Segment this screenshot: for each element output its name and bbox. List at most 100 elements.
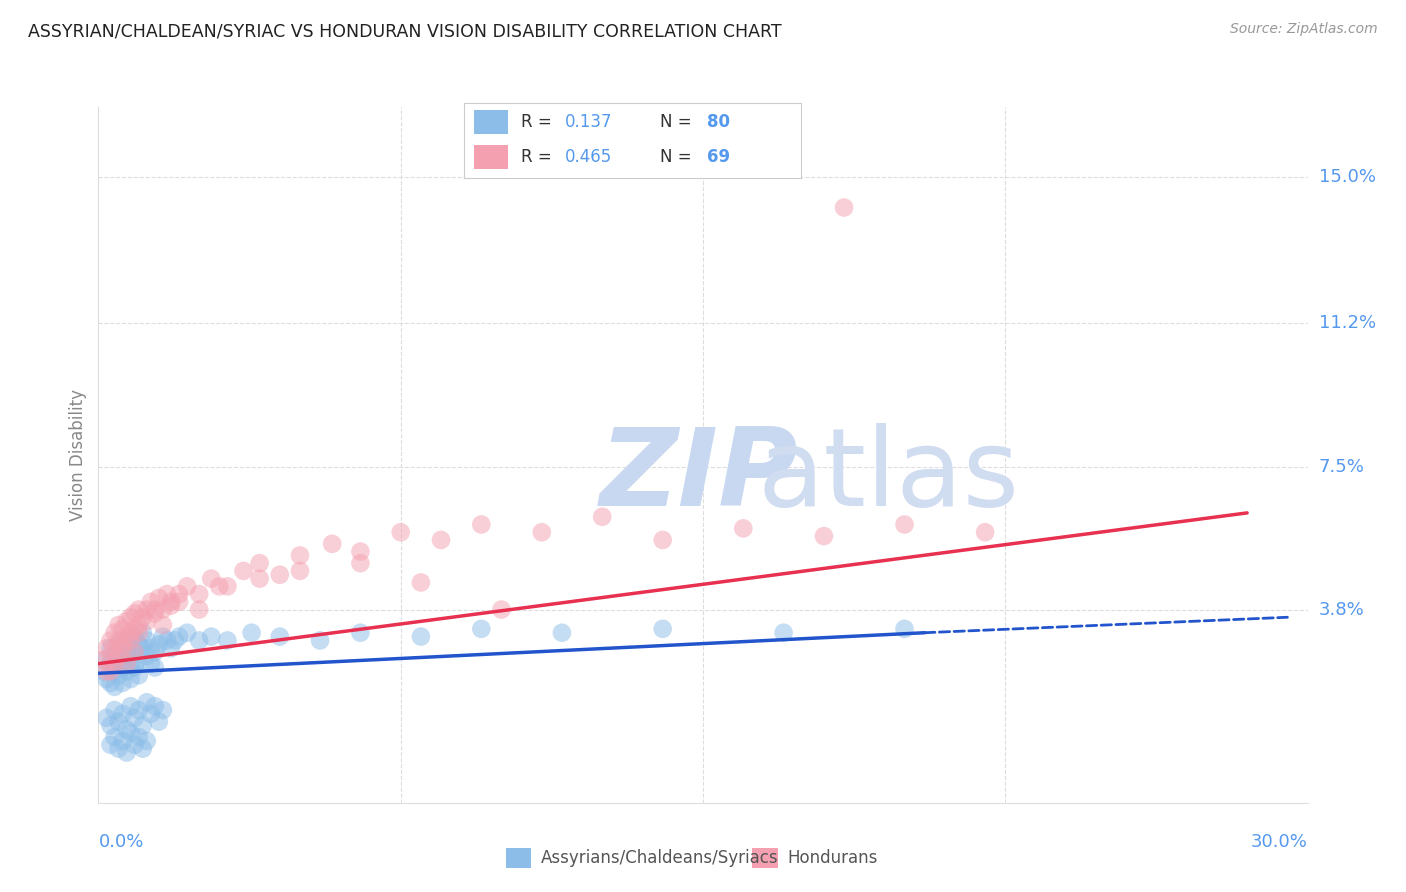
Point: [132, 741, 155, 756]
Point: [832, 201, 855, 215]
Y-axis label: Vision Disability: Vision Disability: [69, 389, 87, 521]
Point: [111, 660, 134, 674]
Point: [107, 668, 129, 682]
Point: [200, 572, 222, 586]
Point: [132, 641, 155, 656]
Point: [107, 618, 129, 632]
Point: [551, 625, 574, 640]
Point: [200, 630, 222, 644]
Point: [115, 630, 138, 644]
Point: [120, 657, 142, 671]
Point: [100, 648, 122, 663]
Point: [132, 718, 155, 732]
Point: [124, 711, 146, 725]
Point: [152, 703, 174, 717]
Point: [128, 653, 150, 667]
Point: [176, 579, 198, 593]
Point: [107, 633, 129, 648]
Point: [143, 699, 166, 714]
Point: [124, 660, 146, 674]
Point: [135, 633, 157, 648]
Point: [103, 648, 125, 663]
Point: [309, 633, 332, 648]
Point: [91, 665, 114, 679]
Point: [120, 672, 142, 686]
Point: [100, 665, 122, 679]
Point: [651, 533, 673, 547]
Point: [135, 614, 157, 628]
Point: [349, 556, 371, 570]
Point: [96, 672, 118, 686]
Point: [167, 630, 190, 644]
Point: [232, 564, 254, 578]
Point: [143, 607, 166, 621]
Point: [124, 630, 146, 644]
Point: [124, 607, 146, 621]
Point: [389, 525, 412, 540]
Point: [249, 556, 271, 570]
Point: [491, 602, 513, 616]
Point: [156, 633, 179, 648]
Point: [470, 517, 492, 532]
Point: [91, 653, 114, 667]
Point: [139, 595, 162, 609]
Point: [128, 703, 150, 717]
Text: Assyrians/Chaldeans/Syriacs: Assyrians/Chaldeans/Syriacs: [541, 849, 779, 867]
Point: [124, 645, 146, 659]
Point: [160, 641, 183, 656]
Point: [139, 657, 162, 671]
Point: [409, 630, 432, 644]
Point: [530, 525, 553, 540]
Point: [269, 630, 291, 644]
Point: [100, 633, 122, 648]
Text: 3.8%: 3.8%: [1319, 600, 1364, 618]
Point: [733, 521, 755, 535]
Text: 0.465: 0.465: [565, 148, 613, 166]
Point: [100, 676, 122, 690]
Point: [143, 602, 166, 616]
Point: [135, 734, 157, 748]
Point: [103, 703, 125, 717]
Point: [974, 525, 997, 540]
Point: [115, 657, 138, 671]
Text: R =: R =: [522, 113, 557, 131]
Point: [124, 738, 146, 752]
Point: [111, 645, 134, 659]
Point: [128, 730, 150, 744]
Point: [107, 637, 129, 651]
Point: [152, 602, 174, 616]
Point: [115, 614, 138, 628]
Point: [139, 641, 162, 656]
Point: [103, 625, 125, 640]
Point: [107, 714, 129, 729]
Point: [188, 633, 211, 648]
Point: [813, 529, 835, 543]
Point: [167, 595, 190, 609]
Point: [152, 630, 174, 644]
Point: [124, 622, 146, 636]
Point: [143, 660, 166, 674]
Point: [409, 575, 432, 590]
Point: [772, 625, 794, 640]
Point: [128, 625, 150, 640]
Point: [100, 718, 122, 732]
Point: [321, 537, 343, 551]
Point: [160, 599, 183, 613]
Point: [120, 699, 142, 714]
Point: [120, 633, 142, 648]
Point: [156, 587, 179, 601]
Point: [96, 653, 118, 667]
Point: [103, 680, 125, 694]
Text: 69: 69: [707, 148, 730, 166]
Point: [111, 734, 134, 748]
Point: [115, 665, 138, 679]
Text: 7.5%: 7.5%: [1319, 458, 1365, 475]
Point: [893, 517, 915, 532]
Point: [115, 723, 138, 737]
Point: [217, 579, 239, 593]
Point: [115, 648, 138, 663]
Bar: [474, 145, 508, 169]
Point: [240, 625, 263, 640]
Point: [111, 676, 134, 690]
Point: [128, 618, 150, 632]
